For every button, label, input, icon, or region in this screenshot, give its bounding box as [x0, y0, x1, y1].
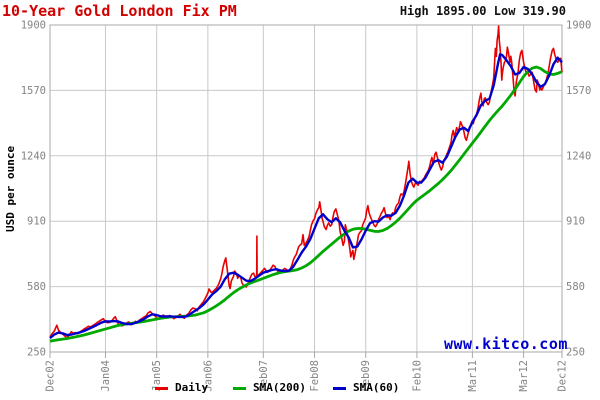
svg-text:580: 580: [27, 281, 46, 293]
chart-title: 10-Year Gold London Fix PM: [2, 2, 237, 20]
svg-text:1570: 1570: [21, 85, 46, 97]
svg-text:Feb08: Feb08: [309, 360, 321, 392]
svg-text:Mar12: Mar12: [518, 360, 530, 392]
svg-text:Dec12: Dec12: [557, 360, 569, 392]
svg-text:1900: 1900: [566, 20, 591, 32]
svg-text:Jan06: Jan06: [202, 360, 214, 392]
svg-text:1570: 1570: [566, 85, 591, 97]
svg-text:Mar11: Mar11: [467, 360, 479, 392]
svg-text:1900: 1900: [21, 20, 46, 32]
legend-label-sma60: SMA(60): [353, 381, 400, 394]
high-low-readout: High 1895.00 Low 319.90: [399, 4, 566, 18]
legend-item-sma60: SMA(60): [333, 381, 399, 395]
svg-text:250: 250: [27, 347, 46, 359]
y-axis-title: USD per ounce: [4, 146, 17, 232]
svg-text:Dec02: Dec02: [45, 360, 57, 392]
sma200-series-swatch: [233, 386, 246, 390]
svg-text:Jan04: Jan04: [100, 360, 112, 392]
svg-text:1240: 1240: [566, 150, 591, 162]
legend-item-sma200: SMA(200): [233, 381, 306, 395]
sma60-series-swatch: [333, 386, 346, 390]
legend-label-sma200: SMA(200): [253, 381, 306, 394]
svg-text:910: 910: [566, 216, 585, 228]
svg-text:1240: 1240: [21, 150, 46, 162]
kitco-watermark-link[interactable]: www.kitco.com: [444, 335, 568, 353]
svg-text:Jan05: Jan05: [151, 360, 163, 392]
price-series-lines: [49, 25, 563, 343]
grid-lines: [49, 24, 563, 358]
svg-text:250: 250: [566, 347, 585, 359]
svg-text:580: 580: [566, 281, 585, 293]
svg-text:Feb09: Feb09: [360, 360, 372, 392]
chart-legend: Daily SMA(200) SMA(60): [0, 381, 600, 397]
daily-series-swatch: [155, 386, 168, 390]
legend-label-daily: Daily: [175, 381, 209, 394]
svg-text:Feb10: Feb10: [411, 360, 423, 392]
svg-text:910: 910: [27, 216, 46, 228]
svg-text:Feb07: Feb07: [258, 360, 270, 392]
legend-item-daily: Daily: [155, 381, 208, 395]
axis-tick-labels: 250 250 580 580 910 910 1240 1240 1570 1570 1900 19…: [21, 20, 592, 392]
